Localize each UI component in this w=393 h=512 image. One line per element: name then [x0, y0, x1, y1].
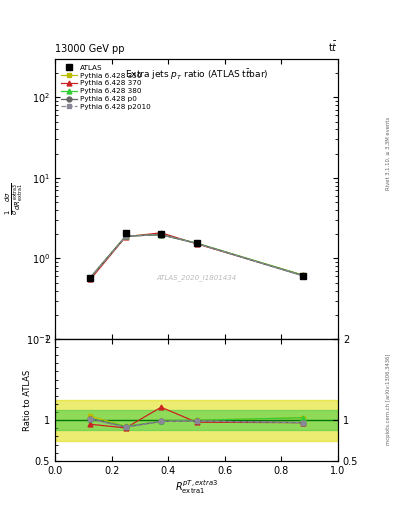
Text: t$\bar{t}$: t$\bar{t}$ — [328, 40, 338, 54]
Y-axis label: $\frac{1}{\sigma}\frac{d\sigma}{dR_{\rm extra1}^{\rm extra3}}$: $\frac{1}{\sigma}\frac{d\sigma}{dR_{\rm … — [3, 182, 25, 216]
Text: Extra jets $p_T$ ratio (ATLAS t$\bar{t}$bar): Extra jets $p_T$ ratio (ATLAS t$\bar{t}$… — [125, 67, 268, 82]
Legend: ATLAS, Pythia 6.428 350, Pythia 6.428 370, Pythia 6.428 380, Pythia 6.428 p0, Py: ATLAS, Pythia 6.428 350, Pythia 6.428 37… — [59, 62, 152, 112]
Text: Rivet 3.1.10, ≥ 3.3M events: Rivet 3.1.10, ≥ 3.3M events — [386, 117, 391, 190]
Text: 13000 GeV pp: 13000 GeV pp — [55, 44, 125, 54]
Bar — [55, 410, 338, 431]
Text: ATLAS_2020_I1801434: ATLAS_2020_I1801434 — [156, 274, 237, 281]
Text: mcplots.cern.ch [arXiv:1306.3436]: mcplots.cern.ch [arXiv:1306.3436] — [386, 354, 391, 445]
Y-axis label: Ratio to ATLAS: Ratio to ATLAS — [23, 369, 32, 431]
Bar — [55, 400, 338, 440]
X-axis label: $R_{\rm extra1}^{pT,extra3}$: $R_{\rm extra1}^{pT,extra3}$ — [175, 478, 218, 496]
